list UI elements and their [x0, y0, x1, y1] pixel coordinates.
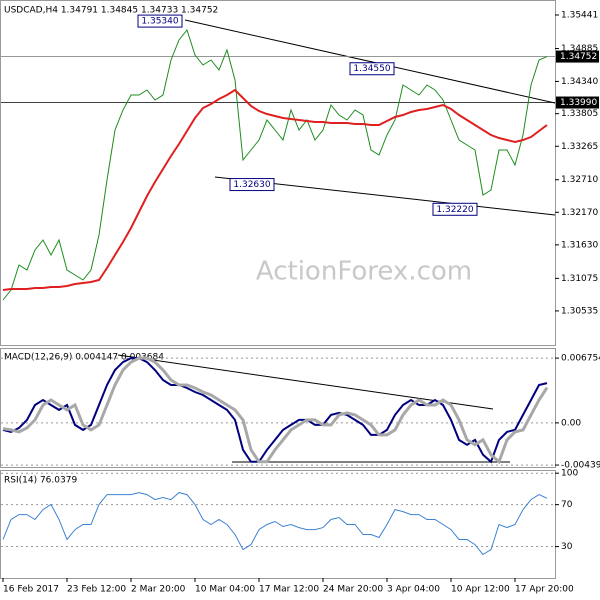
y-tick-label: 1.31630 — [561, 240, 598, 250]
y-tick-label: 1.31075 — [561, 274, 598, 284]
y-tick-label: 1.30535 — [561, 306, 598, 316]
panel-frames — [0, 0, 556, 579]
price-panel — [0, 0, 556, 346]
x-tick-label: 10 Apr 12:00 — [451, 585, 510, 595]
annotation-box — [432, 202, 478, 216]
chart-title: MACD(12,26,9) 0.004147 0.003684 — [4, 353, 164, 363]
x-tick-label: 2 Mar 20:00 — [131, 585, 186, 595]
x-tick-label: 17 Apr 20:00 — [515, 585, 574, 595]
annotation-label: 1.34550 — [353, 64, 390, 74]
series-line — [2, 357, 548, 464]
series-line — [2, 492, 548, 556]
series-line — [2, 28, 548, 301]
x-tick-label: 16 Feb 2017 — [3, 585, 59, 595]
rsi-panel — [0, 470, 556, 579]
y-tick-label: 1.35441 — [561, 11, 598, 21]
y-tick-label: 1.33265 — [561, 142, 598, 152]
y-tick-label: 1.32710 — [561, 175, 598, 185]
y-tick-label: 70 — [561, 500, 573, 510]
x-tick-label: 17 Mar 12:00 — [259, 585, 319, 595]
x-tick-label: 23 Feb 12:00 — [67, 585, 126, 595]
y-tick-label: 1.34340 — [561, 77, 598, 87]
annotation-label: 1.32630 — [233, 180, 270, 190]
y-tick-label: -0.004399 — [561, 461, 600, 471]
trend-line — [117, 354, 494, 410]
price-box-label: 1.34752 — [560, 52, 597, 62]
price-box-label: 1.33990 — [560, 98, 597, 108]
annotation-label: 1.35340 — [141, 17, 178, 27]
y-tick-label: 1.34885 — [561, 44, 598, 54]
y-tick-label: 0.006754 — [561, 354, 600, 364]
series-line — [2, 88, 548, 291]
price-box — [556, 50, 599, 63]
watermark: ActionForex.com — [256, 257, 472, 287]
macd-panel — [0, 348, 556, 468]
trend-line — [184, 19, 556, 104]
y-tick-label: 0.00 — [561, 418, 581, 428]
chart-title: RSI(14) 76.0379 — [4, 476, 77, 486]
y-tick-label: 1.32170 — [561, 208, 598, 218]
chart-title: USDCAD,H4 1.34791 1.34845 1.34733 1.3475… — [4, 6, 218, 16]
annotation-label: 1.32220 — [436, 205, 473, 215]
y-tick-label: 100 — [561, 469, 578, 479]
y-tick-label: 1.33805 — [561, 109, 598, 119]
y-tick-label: 30 — [561, 542, 573, 552]
annotation-box — [137, 14, 183, 28]
price-box — [556, 96, 599, 109]
x-tick-label: 10 Mar 04:00 — [195, 585, 255, 595]
x-tick-label: 3 Apr 04:00 — [387, 585, 440, 595]
annotation-box — [229, 178, 275, 192]
annotation-box — [349, 62, 395, 76]
series-line — [2, 356, 549, 465]
x-tick-label: 24 Mar 20:00 — [323, 585, 383, 595]
